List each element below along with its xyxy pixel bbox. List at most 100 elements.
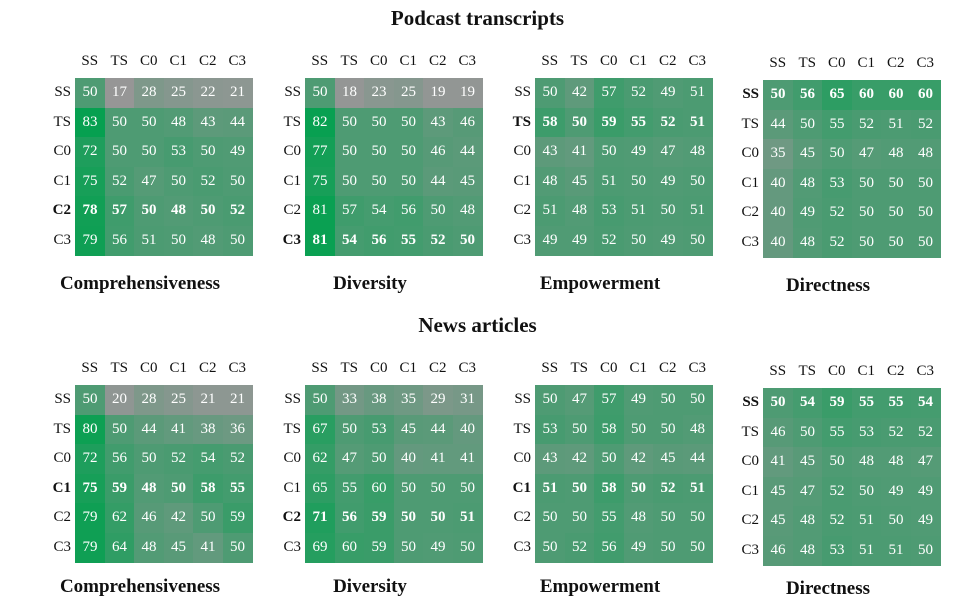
heatmap-cell: 50 — [682, 503, 713, 533]
heatmap-cell: 51 — [682, 78, 713, 108]
heatmap-cell: 38 — [364, 385, 394, 415]
heatmap-cell: 35 — [393, 385, 424, 415]
heatmap-cell: 48 — [535, 166, 565, 197]
heatmap-cell: 50 — [763, 388, 793, 418]
column-label: C2 — [886, 363, 905, 379]
heatmap-cell: 50 — [393, 166, 424, 197]
heatmap-cell: 28 — [134, 385, 164, 415]
heatmap-cell: 48 — [134, 473, 164, 504]
heatmap-cell: 52 — [881, 417, 911, 448]
heatmap-cell: 50 — [653, 196, 683, 226]
heatmap-cell: 50 — [564, 414, 595, 445]
heatmap-cell: 50 — [193, 503, 223, 533]
row-label: C3 — [741, 233, 759, 250]
heatmap-cell: 79 — [75, 532, 105, 563]
column-label: SS — [769, 55, 787, 71]
heatmap-cell: 50 — [364, 166, 394, 197]
heatmap-cell: 48 — [163, 107, 194, 138]
heatmap-cell: 49 — [623, 137, 654, 167]
heatmap-cell: 41 — [163, 414, 194, 445]
heatmap-cell: 50 — [623, 225, 654, 256]
heatmap-cell: 60 — [910, 80, 941, 110]
heatmap-cell: 52 — [222, 444, 253, 474]
column-label: C1 — [629, 53, 647, 69]
heatmap-cell: 55 — [594, 503, 624, 533]
heatmap-cell: 50 — [393, 503, 424, 533]
column-label: SS — [769, 363, 787, 379]
column-label: C3 — [458, 53, 476, 69]
heatmap-cell: 72 — [75, 444, 105, 474]
heatmap-cell: 48 — [792, 168, 823, 199]
heatmap-cell: 21 — [222, 385, 253, 415]
row-label: C3 — [513, 231, 531, 248]
heatmap-panel: SS TS C0 C1 C2 C3 SS 50 18 23 25 19 19 TS 82 50 50 50 43 46… — [254, 50, 486, 300]
column-label: TS — [110, 53, 128, 69]
heatmap-cell: 38 — [193, 414, 223, 445]
column-label: C3 — [228, 360, 246, 376]
heatmap-cell: 50 — [910, 227, 941, 258]
heatmap-cell: 40 — [763, 168, 793, 199]
heatmap-cell: 59 — [364, 532, 394, 563]
column-label: C0 — [599, 53, 618, 69]
heatmap-cell: 28 — [134, 78, 164, 108]
row-label: TS — [741, 115, 759, 132]
column-label: C1 — [169, 53, 187, 69]
heatmap-cell: 51 — [594, 166, 624, 197]
heatmap-cell: 51 — [535, 473, 565, 504]
heatmap-cell: 43 — [535, 444, 565, 474]
heatmap-cell: 62 — [104, 503, 135, 533]
heatmap-cell: 50 — [851, 168, 882, 199]
section-title: News articles — [418, 313, 537, 337]
row-label: SS — [742, 394, 759, 410]
column-label: C0 — [599, 360, 618, 376]
row-label: C0 — [53, 450, 71, 466]
column-label: TS — [798, 55, 816, 71]
heatmap-cell: 83 — [75, 107, 105, 138]
heatmap-cell: 49 — [910, 506, 941, 536]
heatmap-cell: 50 — [594, 137, 624, 167]
column-label: C0 — [369, 360, 388, 376]
column-label: C2 — [658, 53, 677, 69]
heatmap-cell: 75 — [305, 166, 335, 197]
heatmap-cell: 35 — [763, 139, 793, 169]
heatmap-cell: 50 — [75, 385, 105, 415]
column-label: SS — [541, 360, 559, 376]
heatmap-cell: 50 — [564, 503, 595, 533]
heatmap-cell: 45 — [163, 532, 194, 563]
row-label: C3 — [53, 538, 71, 555]
heatmap-cell: 50 — [393, 107, 424, 138]
heatmap-cell: 52 — [163, 444, 194, 474]
heatmap-cell: 50 — [653, 503, 683, 533]
row-label: C0 — [283, 450, 301, 466]
heatmap-cell: 50 — [163, 166, 194, 197]
heatmap-cell: 77 — [305, 137, 335, 167]
heatmap-cell: 55 — [851, 388, 882, 418]
row-label: SS — [284, 391, 301, 407]
row-label: C3 — [741, 541, 759, 558]
heatmap-cell: 50 — [682, 166, 713, 197]
column-label: C2 — [428, 360, 447, 376]
heatmap-cell: 75 — [75, 166, 105, 197]
heatmap-panel: SS TS C0 C1 C2 C3 SS 50 47 57 49 50 50 TS 53 50 58 50 50 48… — [484, 357, 716, 607]
heatmap-cell: 46 — [452, 107, 483, 138]
heatmap-cell: 58 — [535, 107, 565, 138]
heatmap-cell: 45 — [792, 139, 823, 169]
heatmap-cell: 50 — [393, 532, 424, 563]
heatmap-cell: 56 — [334, 503, 365, 533]
heatmap-cell: 29 — [423, 385, 453, 415]
heatmap-cell: 19 — [452, 78, 483, 108]
heatmap-cell: 42 — [564, 444, 595, 474]
row-label: C2 — [283, 202, 301, 218]
row-label: C0 — [513, 143, 531, 159]
row-label: SS — [742, 86, 759, 102]
chart-title: Empowerment — [539, 273, 661, 294]
heatmap-cell: 23 — [364, 78, 394, 108]
heatmap-cell: 52 — [222, 196, 253, 226]
heatmap-cell: 50 — [682, 385, 713, 415]
heatmap-cell: 50 — [393, 473, 424, 504]
heatmap-cell: 59 — [104, 473, 135, 504]
column-label: C2 — [886, 55, 905, 71]
heatmap-cell: 41 — [193, 532, 223, 563]
chart-title: Diversity — [333, 273, 407, 294]
heatmap-cell: 40 — [393, 444, 424, 474]
